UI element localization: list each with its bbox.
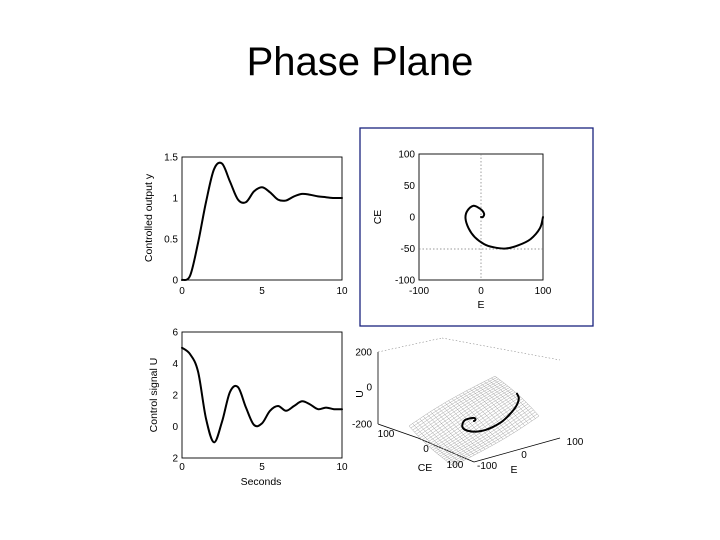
surface-e-label: E [510,464,517,476]
phase-e-tick: 100 [535,286,552,297]
control-y-tick: 4 [172,359,178,370]
output-plot: 1.5 1 0.5 00 5 10 Controlled output y [143,153,348,298]
surface-ce-tick: 0 [423,444,429,455]
output-y-tick: 0.5 [164,235,178,246]
phase-trajectory-line [464,204,544,250]
phase-ce-tick: -100 [395,276,415,287]
surface-ce-tick: 100 [378,429,395,440]
phase-e-tick: 0 [478,286,484,297]
surface-e-tick: 0 [521,450,527,461]
control-plot-frame [181,331,343,459]
phase-ce-tick: 0 [409,213,415,224]
output-x-tick: 0 [179,286,185,297]
control-y-tick: 2 [172,391,178,402]
surface-trajectory-line [461,392,520,433]
output-x-tick: 5 [259,286,265,297]
control-surface-mesh [408,375,540,467]
slide-title: Phase Plane [246,40,474,84]
surface-u-label: U [354,390,366,398]
phase-ce-tick: 50 [404,181,416,192]
control-x-axis-label: Seconds [241,476,282,488]
surface-u-tick: 0 [366,383,372,394]
control-signal-line [181,346,343,444]
surface-ce-tick: 100 [447,460,464,471]
control-x-tick: 0 [179,462,185,473]
surface-e-tick: -100 [477,461,497,472]
control-y-tick: 0 [172,422,178,433]
control-x-tick: 5 [259,462,265,473]
phase-plane-highlight-box [359,127,594,327]
output-y-tick: 1.5 [164,153,178,164]
output-y-tick: 0 [172,276,178,287]
output-y-axis-label: Controlled output y [143,173,155,262]
control-x-tick: 10 [336,462,348,473]
output-y-tick: 1 [172,194,178,205]
phase-plane-ce-label: CE [372,210,384,225]
phase-plane-panel: 100 50 0 -50 -100-100 0 100 CE E [359,127,594,327]
surface-ce-label: CE [418,462,433,474]
surface-e-tick: 100 [567,437,584,448]
control-y-axis-label: Control signal U [148,358,160,433]
surface-u-tick: 200 [355,348,372,359]
control-y-tick: 6 [172,328,178,339]
surface-u-tick: -200 [352,420,372,431]
phase-ce-tick: 100 [398,150,415,161]
phase-e-tick: -100 [409,286,429,297]
output-plot-frame [181,156,343,281]
phase-ce-tick: -50 [401,244,416,255]
control-surface-panel: 200 0 -200 100 0 100 -100 0 100 U CE E [352,337,584,476]
output-x-tick: 10 [336,286,348,297]
control-y-tick: 2 [172,454,178,465]
output-response-line [181,161,343,282]
phase-plane-e-label: E [477,299,484,311]
surface-box-axes [377,337,561,463]
